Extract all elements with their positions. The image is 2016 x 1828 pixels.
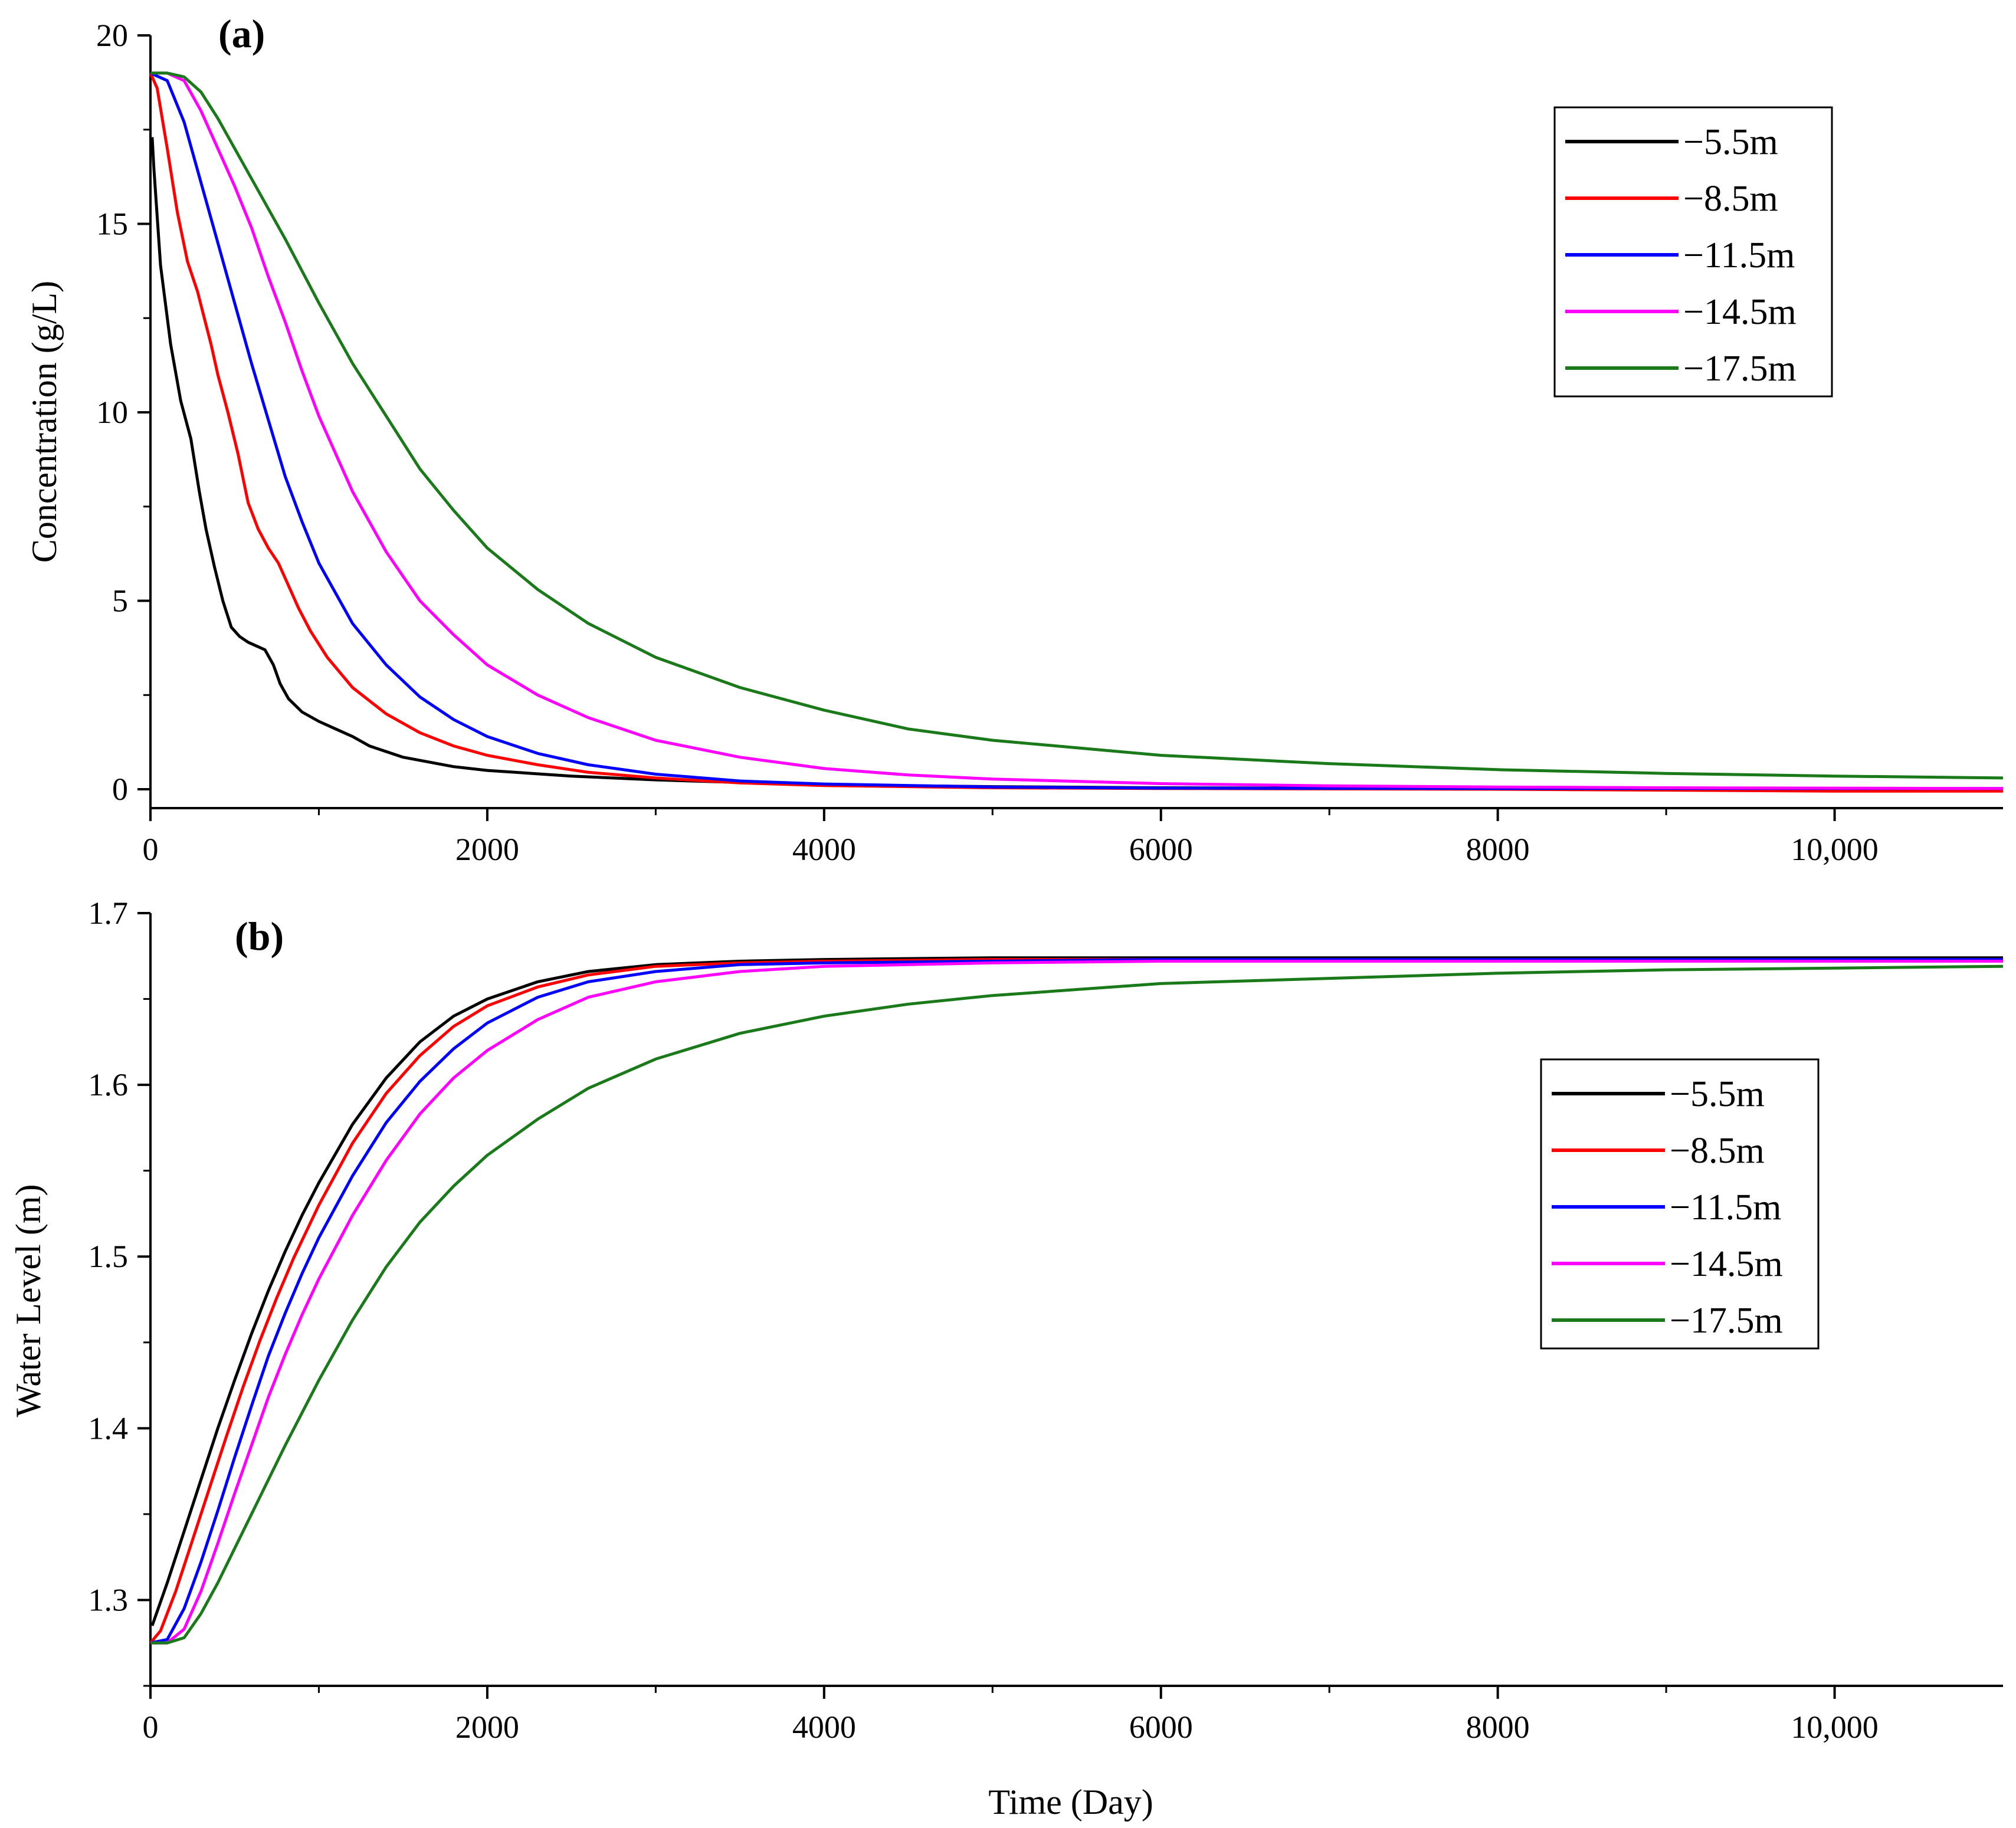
y-axis-title: Water Level (m) — [9, 1184, 48, 1417]
legend-label: −11.5m — [1670, 1187, 1781, 1228]
legend: −5.5m −8.5m −11.5m −14.5m −17.5m — [1540, 1058, 1820, 1350]
x-tick-label: 2000 — [455, 1709, 519, 1745]
x-tick-label: 10,000 — [1791, 832, 1879, 867]
x-tick-label: 0 — [143, 832, 159, 867]
series-line-minus14-5m — [150, 71, 2004, 790]
y-tick-label: 0 — [112, 772, 128, 807]
legend: −5.5m −8.5m −11.5m −14.5m −17.5m — [1553, 106, 1833, 398]
y-axis-title: Concentration (g/L) — [25, 281, 64, 563]
legend-label: −17.5m — [1670, 1301, 1783, 1341]
x-tick-label: 4000 — [792, 1709, 856, 1745]
legend-label: −8.5m — [1683, 179, 1778, 219]
y-tick-label: 1.7 — [88, 895, 129, 931]
legend-label: −5.5m — [1670, 1074, 1765, 1114]
y-tick-label: 10 — [96, 395, 128, 430]
series-line-minus14-5m — [150, 960, 2003, 1645]
legend-label: −14.5m — [1683, 292, 1797, 332]
x-tick-label: 8000 — [1466, 832, 1530, 867]
panel-label: (b) — [235, 914, 284, 959]
y-tick-label: 1.4 — [88, 1410, 129, 1446]
legend-box — [1540, 1058, 1820, 1350]
series-line-minus11-5m — [150, 958, 2003, 1645]
y-tick-label: 5 — [112, 583, 128, 619]
y-tick-label: 1.5 — [88, 1239, 129, 1274]
y-tick-label: 15 — [96, 206, 128, 242]
panel-label: (a) — [218, 11, 265, 56]
series-line-minus8-5m — [149, 72, 2003, 793]
series-line-minus17-5m — [150, 964, 2004, 1645]
x-tick-label: 0 — [143, 1709, 159, 1745]
series-line-minus11-5m — [149, 71, 2003, 790]
x-tick-label: 6000 — [1129, 832, 1193, 867]
series-line-minus8-5m — [149, 958, 2003, 1644]
x-tick-label: 2000 — [455, 832, 519, 867]
legend-label: −17.5m — [1683, 349, 1797, 389]
legend-label: −8.5m — [1670, 1131, 1765, 1171]
x-tick-label: 10,000 — [1791, 1709, 1879, 1745]
series-line-minus17-5m — [150, 71, 2004, 780]
y-tick-label: 1.3 — [88, 1582, 129, 1617]
legend-label: −11.5m — [1683, 235, 1795, 275]
y-tick-label: 1.6 — [88, 1067, 129, 1102]
x-axis-title: Time (Day) — [988, 1783, 1153, 1822]
x-tick-label: 4000 — [792, 832, 856, 867]
panel-a: 0 2000 4000 6000 8000 10,000 0 5 10 15 20 (a) Concen… — [25, 11, 2004, 867]
panel-b: 0 2000 4000 6000 8000 10,000 1.3 1.4 1.5 1.6 1.7 (b… — [9, 895, 2004, 1822]
legend-box — [1553, 106, 1833, 398]
x-tick-label: 8000 — [1466, 1709, 1530, 1745]
legend-label: −14.5m — [1670, 1244, 1783, 1284]
legend-label: −5.5m — [1683, 122, 1778, 162]
series-line-minus5-5m — [150, 956, 2003, 1626]
y-tick-label: 20 — [96, 18, 128, 53]
x-tick-label: 6000 — [1129, 1709, 1193, 1745]
